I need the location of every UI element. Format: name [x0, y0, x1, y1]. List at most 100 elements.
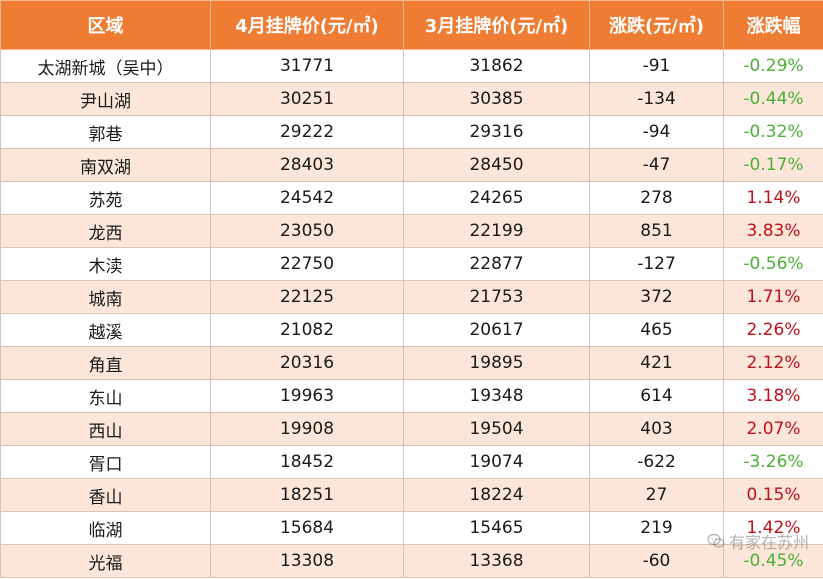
header-area: 区域 [0, 0, 211, 50]
cell-mar-price: 19504 [403, 412, 590, 446]
header-row: 区域 4月挂牌价(元/㎡) 3月挂牌价(元/㎡) 涨跌(元/㎡) 涨跌幅 [0, 0, 823, 50]
cell-mar-price: 28450 [403, 148, 590, 182]
table-row: 东山 19963 19348 614 3.18% [0, 379, 823, 413]
cell-apr-price: 13308 [210, 544, 404, 578]
cell-change-pct: 0.15% [723, 478, 823, 512]
cell-mar-price: 13368 [403, 544, 590, 578]
cell-area: 西山 [0, 412, 211, 446]
cell-mar-price: 30385 [403, 82, 590, 116]
cell-area: 太湖新城（吴中） [0, 49, 211, 83]
table-row: 尹山湖 30251 30385 -134 -0.44% [0, 82, 823, 116]
cell-apr-price: 29222 [210, 115, 404, 149]
cell-area: 临湖 [0, 511, 211, 545]
cell-area: 光福 [0, 544, 211, 578]
cell-mar-price: 19074 [403, 445, 590, 479]
table-row: 越溪 21082 20617 465 2.26% [0, 313, 823, 347]
cell-apr-price: 30251 [210, 82, 404, 116]
table-row: 香山 18251 18224 27 0.15% [0, 478, 823, 512]
cell-mar-price: 22199 [403, 214, 590, 248]
cell-apr-price: 20316 [210, 346, 404, 380]
cell-change: -134 [589, 82, 724, 116]
table-row: 光福 13308 13368 -60 -0.45% [0, 544, 823, 578]
table-row: 临湖 15684 15465 219 1.42% [0, 511, 823, 545]
cell-apr-price: 22750 [210, 247, 404, 281]
cell-change-pct: 1.42% [723, 511, 823, 545]
cell-change: -622 [589, 445, 724, 479]
cell-area: 木渎 [0, 247, 211, 281]
cell-apr-price: 23050 [210, 214, 404, 248]
cell-area: 尹山湖 [0, 82, 211, 116]
cell-change-pct: 3.18% [723, 379, 823, 413]
cell-change-pct: -0.17% [723, 148, 823, 182]
cell-mar-price: 15465 [403, 511, 590, 545]
cell-mar-price: 21753 [403, 280, 590, 314]
cell-change: -94 [589, 115, 724, 149]
table-row: 城南 22125 21753 372 1.71% [0, 280, 823, 314]
table-row: 南双湖 28403 28450 -47 -0.17% [0, 148, 823, 182]
cell-change-pct: 2.12% [723, 346, 823, 380]
table-row: 苏苑 24542 24265 278 1.14% [0, 181, 823, 215]
cell-change-pct: -0.56% [723, 247, 823, 281]
table-row: 木渎 22750 22877 -127 -0.56% [0, 247, 823, 281]
table-row: 角直 20316 19895 421 2.12% [0, 346, 823, 380]
cell-mar-price: 19895 [403, 346, 590, 380]
cell-apr-price: 18251 [210, 478, 404, 512]
cell-area: 香山 [0, 478, 211, 512]
header-apr-price: 4月挂牌价(元/㎡) [210, 0, 404, 50]
header-change: 涨跌(元/㎡) [589, 0, 724, 50]
cell-change-pct: 2.26% [723, 313, 823, 347]
cell-area: 龙西 [0, 214, 211, 248]
cell-change-pct: -3.26% [723, 445, 823, 479]
table-row: 胥口 18452 19074 -622 -3.26% [0, 445, 823, 479]
cell-change: 372 [589, 280, 724, 314]
cell-change: 465 [589, 313, 724, 347]
header-change-pct: 涨跌幅 [723, 0, 823, 50]
cell-apr-price: 19963 [210, 379, 404, 413]
cell-change: -47 [589, 148, 724, 182]
cell-mar-price: 20617 [403, 313, 590, 347]
cell-apr-price: 24542 [210, 181, 404, 215]
cell-area: 角直 [0, 346, 211, 380]
cell-area: 郭巷 [0, 115, 211, 149]
cell-change-pct: -0.45% [723, 544, 823, 578]
cell-apr-price: 18452 [210, 445, 404, 479]
cell-apr-price: 28403 [210, 148, 404, 182]
table-row: 太湖新城（吴中） 31771 31862 -91 -0.29% [0, 49, 823, 83]
cell-mar-price: 18224 [403, 478, 590, 512]
table-row: 郭巷 29222 29316 -94 -0.32% [0, 115, 823, 149]
cell-change-pct: 1.71% [723, 280, 823, 314]
cell-change-pct: 1.14% [723, 181, 823, 215]
cell-apr-price: 19908 [210, 412, 404, 446]
cell-area: 城南 [0, 280, 211, 314]
cell-apr-price: 31771 [210, 49, 404, 83]
cell-change-pct: -0.44% [723, 82, 823, 116]
cell-change: 219 [589, 511, 724, 545]
cell-change-pct: -0.29% [723, 49, 823, 83]
cell-change: 278 [589, 181, 724, 215]
cell-area: 越溪 [0, 313, 211, 347]
cell-apr-price: 22125 [210, 280, 404, 314]
table-row: 龙西 23050 22199 851 3.83% [0, 214, 823, 248]
table-header: 区域 4月挂牌价(元/㎡) 3月挂牌价(元/㎡) 涨跌(元/㎡) 涨跌幅 [0, 0, 823, 50]
cell-change: 614 [589, 379, 724, 413]
table-row: 西山 19908 19504 403 2.07% [0, 412, 823, 446]
cell-change: 27 [589, 478, 724, 512]
cell-change: -60 [589, 544, 724, 578]
cell-mar-price: 24265 [403, 181, 590, 215]
cell-change-pct: -0.32% [723, 115, 823, 149]
table-body: 太湖新城（吴中） 31771 31862 -91 -0.29% 尹山湖 30251 30385… [0, 49, 823, 578]
cell-apr-price: 15684 [210, 511, 404, 545]
cell-change-pct: 3.83% [723, 214, 823, 248]
cell-change-pct: 2.07% [723, 412, 823, 446]
cell-area: 南双湖 [0, 148, 211, 182]
cell-mar-price: 19348 [403, 379, 590, 413]
cell-change: 421 [589, 346, 724, 380]
cell-change: -91 [589, 49, 724, 83]
cell-mar-price: 31862 [403, 49, 590, 83]
cell-area: 东山 [0, 379, 211, 413]
cell-change: 851 [589, 214, 724, 248]
cell-mar-price: 29316 [403, 115, 590, 149]
cell-change: -127 [589, 247, 724, 281]
cell-mar-price: 22877 [403, 247, 590, 281]
